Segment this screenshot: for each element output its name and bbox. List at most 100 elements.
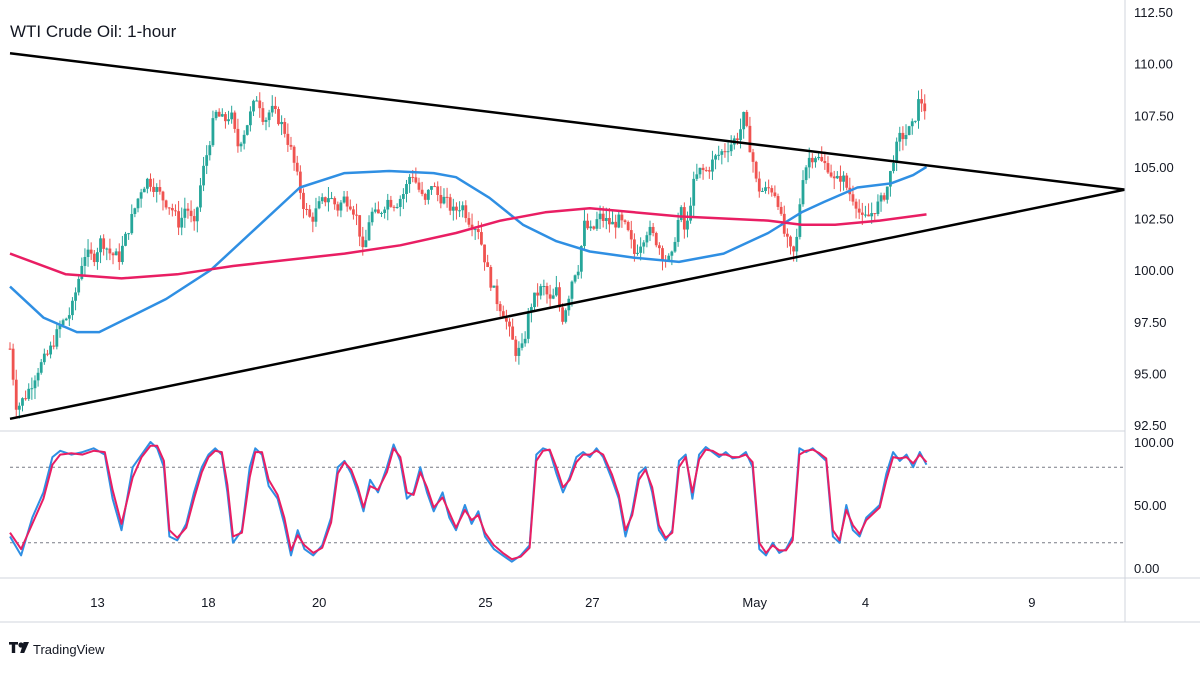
candle-body	[854, 201, 858, 209]
price-tick-label[interactable]: 105.00	[1134, 160, 1174, 175]
candle	[586, 213, 589, 230]
candle	[804, 165, 808, 184]
candle-body	[464, 205, 468, 219]
candle-body	[380, 212, 383, 214]
price-tick-label[interactable]: 102.50	[1134, 212, 1174, 227]
candle	[857, 199, 861, 220]
candle	[305, 202, 308, 216]
candle-body	[592, 226, 596, 229]
time-tick-label[interactable]: 13	[90, 595, 104, 610]
candle-body	[376, 209, 380, 214]
candle	[86, 239, 90, 267]
candle	[270, 95, 274, 117]
candle	[370, 207, 374, 226]
candle-body	[714, 155, 717, 160]
candle	[30, 377, 34, 400]
candle	[311, 212, 315, 233]
candle-body	[352, 209, 355, 215]
price-axis-labels[interactable]: 112.50 110.00 107.50 105.00 102.50 100.00 97.5…	[1134, 5, 1174, 433]
candle	[842, 171, 845, 191]
candle	[174, 204, 177, 216]
candle	[748, 116, 752, 153]
candle-body	[620, 214, 624, 221]
candle	[24, 390, 28, 401]
candle	[689, 197, 692, 224]
time-tick-label[interactable]: May	[742, 595, 767, 610]
price-tick-label[interactable]: 95.00	[1134, 366, 1167, 381]
candle	[258, 92, 262, 118]
candle	[798, 198, 802, 240]
stochastic-d-line	[9, 444, 928, 561]
candle	[567, 295, 571, 316]
candle	[642, 240, 646, 254]
candle-body	[261, 108, 265, 122]
candle	[136, 197, 140, 213]
candle-body	[595, 219, 599, 229]
price-tick-label[interactable]: 92.50	[1134, 418, 1167, 433]
candle	[498, 301, 502, 317]
candle	[327, 186, 330, 212]
candle	[561, 303, 564, 325]
candle	[405, 179, 408, 203]
price-tick-label[interactable]: 100.00	[1134, 263, 1174, 278]
candle-body	[642, 242, 646, 247]
candle-body	[826, 163, 830, 173]
price-tick-label[interactable]: 97.50	[1134, 315, 1167, 330]
candle-body	[211, 118, 215, 146]
candle	[511, 318, 515, 340]
candle	[208, 140, 212, 161]
candle-body	[682, 207, 686, 230]
candle-body	[717, 154, 721, 156]
time-tick-label[interactable]: 18	[201, 595, 215, 610]
candle-body	[439, 194, 443, 204]
candle	[864, 205, 867, 218]
time-tick-label[interactable]: 25	[478, 595, 492, 610]
candle	[845, 172, 849, 191]
candle-body	[823, 160, 827, 164]
candle-body	[370, 211, 374, 223]
candle-body	[598, 213, 602, 220]
candle	[376, 201, 380, 214]
candle-body	[470, 224, 474, 230]
price-tick-label[interactable]: 107.50	[1134, 108, 1174, 123]
time-tick-label[interactable]: 27	[585, 595, 599, 610]
stochastic-k-line	[9, 441, 928, 563]
candle	[239, 141, 243, 152]
candle	[620, 211, 624, 228]
candle	[420, 181, 424, 197]
time-tick-label[interactable]: 4	[862, 595, 869, 610]
time-axis-labels[interactable]: 13 18 20 25 27 May 4 9	[90, 595, 1035, 610]
price-tick-label[interactable]: 110.00	[1134, 57, 1173, 72]
tradingview-logo-icon[interactable]	[9, 642, 29, 653]
time-tick-label[interactable]: 9	[1028, 595, 1035, 610]
candle-body	[751, 152, 755, 162]
time-tick-label[interactable]: 20	[312, 595, 326, 610]
candle	[461, 201, 465, 218]
candle-body	[586, 220, 589, 229]
candle-body	[317, 201, 321, 209]
candle	[21, 397, 24, 412]
candle-body	[498, 304, 502, 312]
candle-body	[770, 188, 774, 193]
candle	[436, 181, 440, 202]
candle-body	[220, 114, 224, 117]
candle-body	[77, 278, 81, 293]
candle	[189, 200, 193, 223]
candle	[820, 146, 824, 162]
candle-body	[333, 198, 337, 205]
candle	[111, 252, 115, 265]
candle-body	[33, 380, 37, 389]
candle-body	[448, 197, 452, 211]
candle	[214, 109, 218, 121]
candle-body	[401, 194, 405, 199]
candle	[261, 102, 265, 126]
candle-body	[589, 226, 593, 229]
candle-body	[167, 207, 171, 209]
price-tick-label[interactable]: 112.50	[1134, 5, 1173, 20]
candle	[220, 108, 224, 117]
candle-body	[433, 186, 436, 188]
candle	[11, 343, 15, 386]
candle	[629, 220, 633, 249]
candle	[657, 242, 661, 255]
